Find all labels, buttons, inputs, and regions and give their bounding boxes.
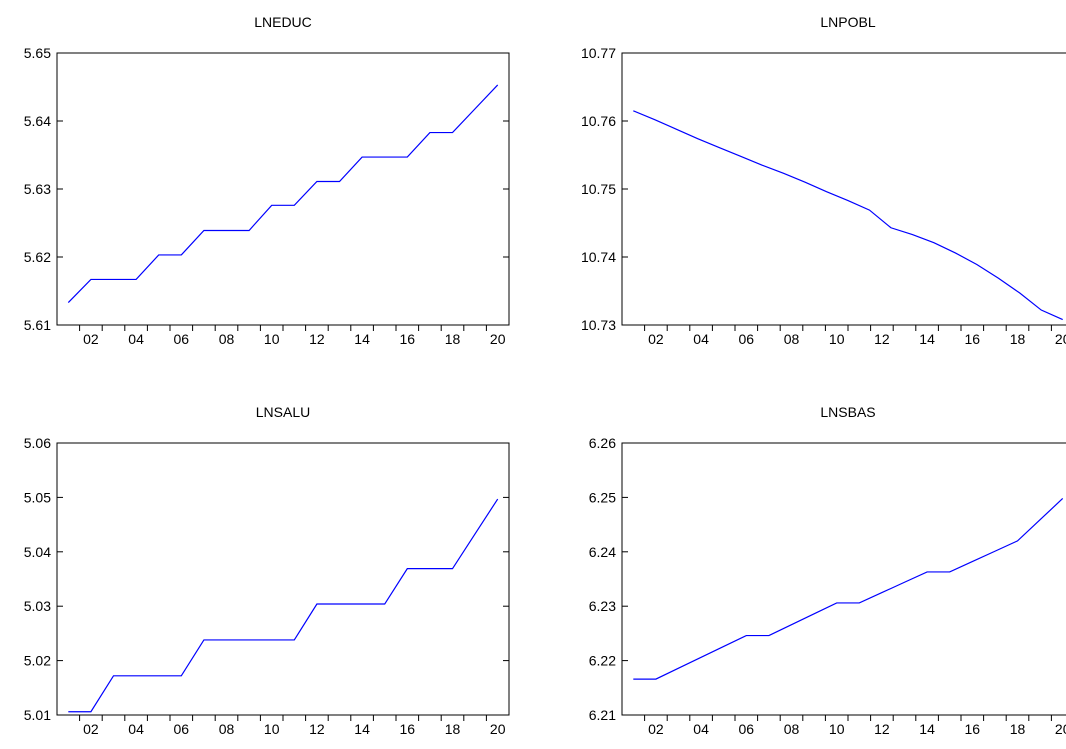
- y-tick-label: 5.06: [24, 435, 51, 451]
- x-tick-label: 08: [784, 721, 800, 737]
- x-tick-label: 02: [648, 331, 664, 347]
- y-tick-label: 6.25: [589, 489, 616, 505]
- x-tick-label: 16: [400, 721, 416, 737]
- y-tick-label: 5.64: [24, 113, 51, 129]
- series-line: [68, 498, 499, 713]
- x-tick-label: 04: [128, 721, 144, 737]
- y-tick-label: 10.77: [581, 45, 616, 61]
- x-tick-label: 20: [490, 331, 506, 347]
- x-tick-label: 06: [174, 331, 190, 347]
- x-tick-label: 20: [490, 721, 506, 737]
- chart-title: LNSALU: [256, 404, 310, 420]
- y-tick-label: 10.75: [581, 181, 616, 197]
- x-tick-label: 08: [784, 331, 800, 347]
- x-tick-label: 08: [219, 331, 235, 347]
- x-tick-label: 10: [264, 331, 280, 347]
- x-tick-label: 04: [128, 331, 144, 347]
- x-tick-label: 16: [965, 331, 981, 347]
- x-tick-label: 06: [174, 721, 190, 737]
- panel-lneduc: LNEDUC 5.61 5.62 5.63 5.64 5.65 02 04 06 08 10 12 1…: [24, 14, 510, 347]
- series-line: [67, 84, 499, 303]
- x-tick-label: 10: [829, 721, 845, 737]
- x-tick-label: 02: [83, 331, 99, 347]
- plot-frame: [621, 442, 1066, 716]
- x-tick-label: 18: [445, 331, 461, 347]
- x-tick-label: 06: [739, 331, 755, 347]
- x-tick-label: 20: [1055, 331, 1066, 347]
- x-tick-label: 12: [874, 331, 890, 347]
- x-tick-label: 08: [219, 721, 235, 737]
- x-tick-label: 18: [1010, 331, 1026, 347]
- x-tick-label: 06: [739, 721, 755, 737]
- x-tick-label: 12: [874, 721, 890, 737]
- y-tick-label: 10.73: [581, 317, 616, 333]
- y-tick-label: 10.76: [581, 113, 616, 129]
- y-tick-label: 10.74: [581, 249, 616, 265]
- y-tick-label: 6.23: [589, 598, 616, 614]
- series-line: [633, 110, 1063, 321]
- x-tick-label: 04: [693, 331, 709, 347]
- x-tick-label: 16: [965, 721, 981, 737]
- x-tick-label: 18: [445, 721, 461, 737]
- y-tick-label: 5.03: [24, 598, 51, 614]
- panel-lnpobl: LNPOBL 10.73 10.74 10.75 10.76 10.77 02 04 06 08…: [581, 14, 1066, 347]
- x-tick-label: 12: [309, 331, 325, 347]
- series-line: [633, 498, 1064, 680]
- x-tick-label: 02: [648, 721, 664, 737]
- y-tick-label: 6.22: [589, 653, 616, 669]
- x-tick-label: 04: [693, 721, 709, 737]
- y-tick-label: 5.02: [24, 653, 51, 669]
- x-tick-label: 10: [829, 331, 845, 347]
- x-tick-label: 02: [83, 721, 99, 737]
- panel-lnsbas: LNSBAS 6.21 6.22 6.23 6.24 6.25 6.26 02 04 06 08 1…: [589, 404, 1066, 737]
- y-tick-label: 6.21: [589, 707, 616, 723]
- plot-frame: [56, 442, 510, 716]
- y-tick-label: 5.01: [24, 707, 51, 723]
- y-tick-label: 5.04: [24, 544, 51, 560]
- x-tick-label: 16: [400, 331, 416, 347]
- chart-title: LNEDUC: [254, 14, 312, 30]
- plot-frame: [56, 52, 510, 326]
- y-tick-label: 5.63: [24, 181, 51, 197]
- x-tick-label: 20: [1055, 721, 1066, 737]
- chart-title: LNPOBL: [820, 14, 875, 30]
- y-tick-label: 5.65: [24, 45, 51, 61]
- panel-lnsalu: LNSALU 5.01 5.02 5.03 5.04 5.05 5.06 02 04 06 08 1…: [24, 404, 510, 737]
- x-tick-label: 14: [919, 721, 935, 737]
- y-tick-label: 5.61: [24, 317, 51, 333]
- x-tick-label: 18: [1010, 721, 1026, 737]
- y-tick-label: 6.24: [589, 544, 616, 560]
- x-tick-label: 14: [354, 331, 370, 347]
- y-tick-label: 5.62: [24, 249, 51, 265]
- plot-frame: [621, 52, 1066, 326]
- x-tick-label: 14: [919, 331, 935, 347]
- chart-title: LNSBAS: [820, 404, 875, 420]
- x-tick-label: 12: [309, 721, 325, 737]
- x-tick-label: 14: [354, 721, 370, 737]
- y-tick-label: 5.05: [24, 489, 51, 505]
- y-tick-label: 6.26: [589, 435, 616, 451]
- x-tick-label: 10: [264, 721, 280, 737]
